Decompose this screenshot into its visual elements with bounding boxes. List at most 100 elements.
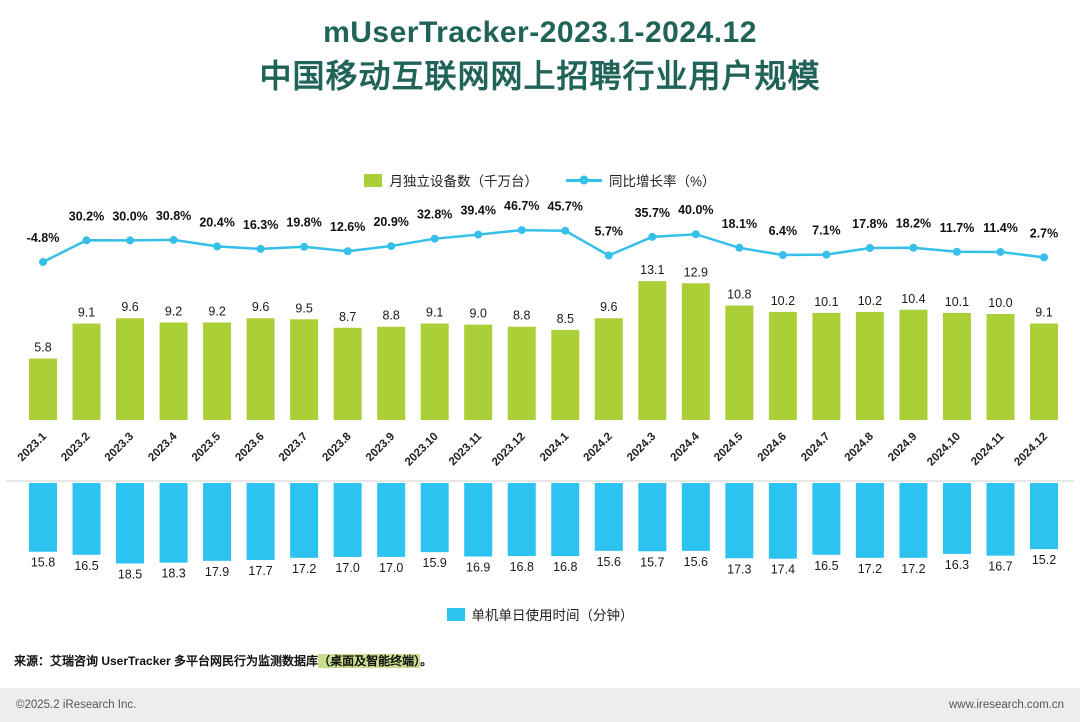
growth-dot [82,236,91,245]
usage-bar-value: 17.9 [205,565,229,579]
x-axis-label: 2023.3 [103,431,136,464]
growth-dot [996,247,1005,256]
device-bar [725,305,754,420]
growth-dot [735,243,744,252]
usage-bar [768,483,797,559]
device-bar [507,326,536,420]
growth-dot [126,236,135,245]
x-axis-label: 2023.8 [320,430,354,464]
growth-value-label: 18.1% [722,217,757,231]
growth-dot [213,242,222,251]
growth-dot [517,226,526,235]
device-bar [681,283,710,420]
website-link[interactable]: www.iresearch.com.cn [948,699,1064,711]
usage-bar [942,483,971,554]
growth-value-label: 30.8% [156,209,191,223]
x-axis-label: 2023.9 [364,431,397,464]
usage-bar-value: 16.8 [553,560,577,574]
growth-value-label: 45.7% [548,200,583,214]
x-axis-label: 2024.8 [843,430,877,464]
x-axis-label: 2024.7 [799,431,832,464]
device-bar-value: 9.2 [165,304,182,318]
usage-bar-value: 16.5 [814,559,838,573]
usage-bar-value: 15.9 [423,556,447,570]
growth-dot [604,251,613,260]
x-axis-label: 2023.12 [490,431,528,469]
growth-value-label: 12.6% [330,220,365,234]
device-bar-value: 8.8 [382,309,399,323]
growth-value-label: 20.9% [373,215,408,229]
x-axis-label: 2023.11 [447,430,485,468]
usage-bar [464,483,493,557]
device-bar-value: 10.4 [901,292,925,306]
usage-bar-value: 17.2 [901,562,925,576]
device-bar-value: 9.1 [426,306,443,320]
device-bar [377,326,406,420]
device-bar [72,323,101,420]
device-bar [203,322,232,420]
device-bar [899,309,928,420]
growth-value-label: 20.4% [199,215,234,229]
usage-bar-value: 18.3 [161,567,185,581]
device-bar-value: 8.7 [339,310,356,324]
device-bar [420,323,449,420]
x-axis-label: 2024.2 [582,431,615,464]
device-bar-value: 9.1 [1035,306,1052,320]
usage-bar [551,483,580,557]
usage-bar-value: 16.5 [74,559,98,573]
x-axis-label: 2023.5 [190,430,224,464]
usage-bar [899,483,928,558]
usage-bar [638,483,667,552]
growth-value-label: 11.7% [940,221,975,235]
x-axis-label: 2024.5 [712,430,746,464]
growth-value-label: -4.8% [27,231,60,245]
x-axis-label: 2023.2 [59,431,92,464]
growth-dot [256,244,265,253]
device-bar [594,318,623,420]
x-axis-label: 2024.10 [925,431,963,469]
device-bar [638,281,667,420]
title-line-2: 中国移动互联网网上招聘行业用户规模 [259,57,821,94]
device-bar [986,314,1015,420]
growth-dot [387,242,396,251]
usage-bar-value: 15.6 [597,555,621,569]
device-bar-value: 9.6 [252,300,269,314]
growth-dot [1040,253,1048,262]
growth-value-label: 18.2% [896,217,931,231]
device-bar [29,358,57,420]
growth-dot [909,243,918,252]
growth-value-label: 6.4% [769,224,798,238]
device-bar-value: 9.5 [295,301,312,315]
device-bar [551,329,580,420]
device-bar-value: 9.2 [208,304,225,318]
x-axis-label: 2024.4 [669,430,703,464]
growth-value-label: 30.2% [69,209,104,223]
device-bar-value: 10.2 [858,294,882,308]
usage-bar-value: 15.8 [31,556,55,570]
usage-bar-value: 15.6 [684,555,708,569]
usage-bar-value: 17.3 [727,562,751,576]
usage-bar [290,483,319,558]
growth-value-label: 16.3% [243,218,278,232]
legend-top: 月独立设备数（千万台） 同比增长率（%） [0,170,1080,190]
usage-bar [725,483,754,559]
growth-dot [343,247,352,256]
device-bar-value: 9.6 [121,300,138,314]
x-axis-label: 2024.9 [886,431,919,464]
usage-bar-value: 17.2 [292,562,316,576]
growth-dot [648,232,657,241]
x-axis-label: 2024.12 [1012,431,1050,469]
usage-bar [116,483,145,564]
usage-bars-legend-label: 单机单日使用时间（分钟） [471,608,634,623]
device-bar-value: 5.8 [34,341,51,355]
usage-bar-value: 16.8 [510,560,534,574]
growth-value-label: 11.4% [983,221,1018,235]
device-bar-value: 9.6 [600,300,617,314]
device-bar-value: 12.9 [684,265,708,279]
growth-value-label: 39.4% [460,204,495,218]
usage-bar-value: 16.9 [466,561,490,575]
usage-bar [29,483,57,552]
x-axis-label: 2023.7 [277,431,310,464]
usage-bar-value: 15.7 [640,555,664,569]
usage-bar-value: 17.2 [858,562,882,576]
